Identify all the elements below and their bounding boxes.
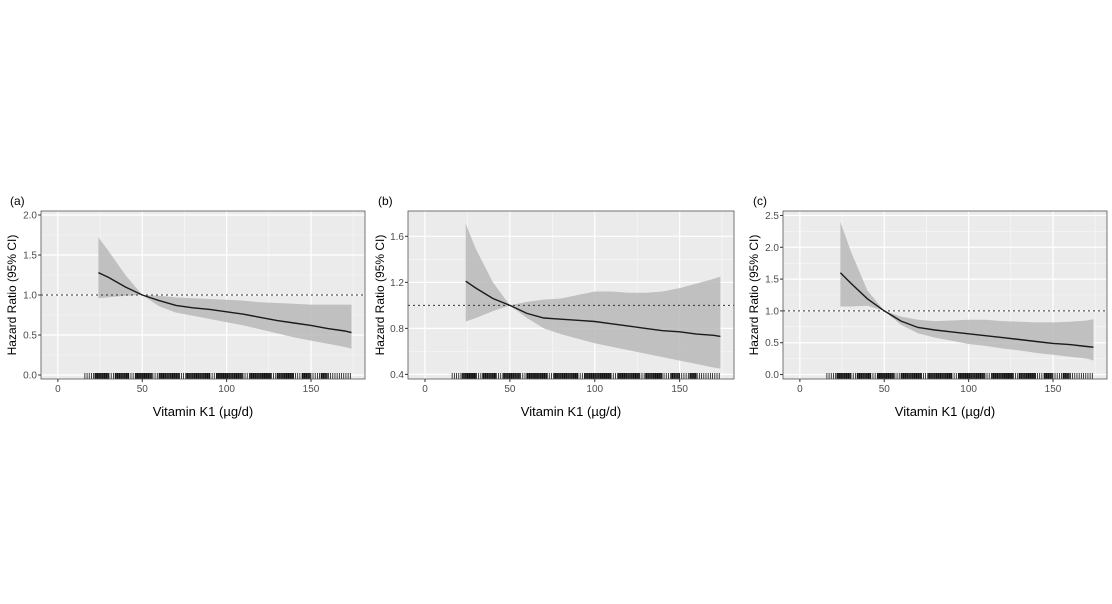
x-axis-label: Vitamin K1 (µg/d) (895, 404, 995, 419)
confidence-band (98, 237, 352, 349)
y-tick-label: 1.2 (390, 278, 404, 289)
x-axis-label: Vitamin K1 (µg/d) (153, 404, 253, 419)
confidence-band (840, 221, 1094, 361)
x-tick-label: 50 (879, 384, 891, 395)
x-tick-label: 150 (1045, 384, 1062, 395)
y-tick-label: 2.5 (765, 211, 779, 222)
confidence-band (465, 223, 721, 369)
y-axis-label: Hazard Ratio (95% CI) (5, 235, 19, 356)
y-tick-label: 0.0 (23, 371, 37, 382)
panel-b: 0 50 100 150 0.4 0.8 1.2 1.6 Vitamin K1 (µg/d) Ha… (373, 194, 735, 419)
x-tick-label: 50 (137, 384, 149, 395)
y-tick-label: 0.5 (765, 338, 779, 349)
rug-marks (826, 373, 1093, 379)
x-tick-label: 50 (504, 384, 516, 395)
x-tick-label: 100 (218, 384, 235, 395)
y-tick-label: 0.4 (390, 370, 404, 381)
y-tick-label: 1.6 (390, 232, 404, 243)
rug-marks (451, 373, 720, 379)
x-tick-label: 0 (797, 384, 803, 395)
y-tick-label: 0.8 (390, 324, 404, 335)
x-axis-label: Vitamin K1 (µg/d) (521, 404, 621, 419)
panel-label: (a) (10, 194, 25, 208)
y-tick-label: 1.5 (765, 275, 779, 286)
y-tick-label: 1.5 (23, 251, 37, 262)
x-tick-label: 100 (586, 384, 603, 395)
panel-label: (b) (378, 194, 393, 208)
x-tick-label: 150 (671, 384, 688, 395)
x-tick-label: 0 (55, 384, 61, 395)
x-tick-label: 150 (303, 384, 320, 395)
panel-border (782, 210, 1108, 380)
panel-border (407, 210, 735, 380)
x-tick-label: 100 (960, 384, 977, 395)
rug-marks (84, 373, 351, 379)
y-tick-label: 2.0 (765, 243, 779, 254)
y-tick-label: 2.0 (23, 211, 37, 222)
y-axis-label: Hazard Ratio (95% CI) (747, 235, 761, 356)
x-tick-label: 0 (422, 384, 428, 395)
panel-a: 0 50 100 150 0.0 0.5 1.0 1.5 2.0 Vitamin K1 (µg/d… (5, 194, 366, 419)
y-axis-label: Hazard Ratio (95% CI) (373, 235, 387, 356)
hazard-ratio-curve (98, 271, 352, 334)
panel-label: (c) (753, 194, 767, 208)
hazard-ratio-curve (465, 280, 721, 338)
hazard-ratio-curve (839, 272, 1094, 348)
y-tick-label: 1.0 (23, 291, 37, 302)
y-tick-label: 0.0 (765, 370, 779, 381)
y-tick-label: 1.0 (765, 306, 779, 317)
y-tick-label: 0.5 (23, 331, 37, 342)
panel-c: 0 50 100 150 0.0 0.5 1.0 1.5 2.0 2.5 Vitamin K1 (µ… (747, 194, 1108, 419)
